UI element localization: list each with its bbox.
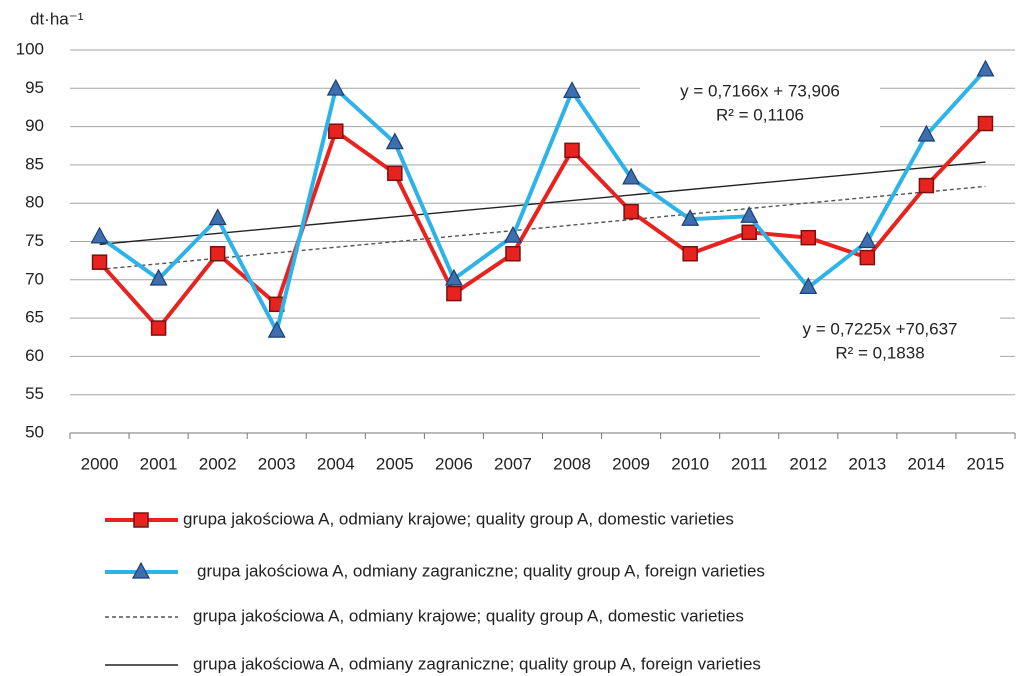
x-tick-label: 2002 [199, 454, 237, 473]
marker [682, 246, 698, 262]
x-tick-label: 2013 [848, 454, 886, 473]
x-tick-label: 2012 [789, 454, 827, 473]
equation-box [760, 315, 1000, 367]
marker [150, 320, 167, 336]
marker [444, 268, 463, 286]
y-tick-label: 85 [25, 154, 44, 173]
marker [917, 124, 936, 142]
x-tick-label: 2000 [81, 454, 119, 473]
y-tick-label: 65 [25, 308, 44, 327]
marker [563, 81, 582, 98]
marker [208, 208, 227, 226]
y-unit: dt·ha⁻¹ [30, 9, 84, 28]
y-tick-label: 70 [25, 269, 44, 288]
y-tick-label: 95 [25, 78, 44, 97]
marker [149, 268, 168, 286]
x-tick-label: 2003 [258, 454, 296, 473]
equation-box [640, 77, 880, 129]
trend-r2: R² = 0,1106 [716, 105, 804, 124]
x-tick-label: 2001 [140, 454, 178, 473]
marker [505, 246, 521, 262]
marker [387, 165, 403, 182]
y-tick-label: 50 [25, 422, 44, 441]
marker [328, 123, 344, 139]
trend-equation: y = 0,7225x +70,637 [802, 319, 957, 338]
x-tick-label: 2014 [907, 454, 945, 473]
trend-equation: y = 0,7166x + 73,906 [680, 81, 840, 100]
legend-label: grupa jakościowa A, odmiany krajowe; qua… [183, 509, 734, 528]
marker [858, 231, 877, 249]
y-tick-label: 75 [25, 231, 44, 250]
marker [564, 142, 580, 159]
marker [90, 226, 109, 244]
marker [800, 229, 817, 246]
marker [859, 249, 876, 266]
legend-label: grupa jakościowa A, odmiany zagraniczne;… [197, 561, 765, 580]
marker [623, 203, 639, 220]
marker [918, 177, 935, 194]
trend-r2: R² = 0,1838 [835, 343, 924, 362]
y-tick-label: 90 [25, 116, 44, 135]
x-tick-label: 2008 [553, 454, 591, 473]
marker [622, 167, 641, 185]
marker [132, 561, 150, 579]
marker [681, 209, 700, 226]
x-tick-label: 2015 [967, 454, 1005, 473]
marker [91, 254, 108, 270]
marker [326, 78, 345, 96]
x-tick-label: 2005 [376, 454, 414, 473]
marker [209, 246, 226, 262]
marker [133, 512, 149, 528]
y-tick-label: 80 [25, 193, 44, 212]
x-tick-label: 2004 [317, 454, 355, 473]
marker [740, 205, 759, 223]
marker [446, 285, 462, 302]
marker [799, 277, 818, 295]
y-tick-label: 100 [16, 39, 44, 58]
y-tick-label: 60 [25, 346, 44, 365]
x-tick-label: 2011 [731, 454, 768, 473]
x-tick-label: 2006 [435, 454, 473, 473]
legend-label: grupa jakościowa A, odmiany zagraniczne;… [193, 654, 761, 673]
marker [976, 59, 995, 77]
y-tick-label: 55 [25, 384, 44, 403]
marker [741, 224, 757, 241]
marker [267, 320, 286, 338]
series-line [98, 68, 987, 334]
marker [385, 132, 404, 150]
x-tick-label: 2009 [612, 454, 650, 473]
legend-label: grupa jakościowa A, odmiany krajowe; qua… [193, 606, 744, 625]
x-tick-label: 2010 [671, 454, 709, 473]
trend-line [99, 185, 986, 271]
series-line [98, 122, 987, 331]
x-tick-label: 2007 [494, 454, 532, 473]
marker [503, 225, 522, 243]
marker [977, 115, 994, 132]
